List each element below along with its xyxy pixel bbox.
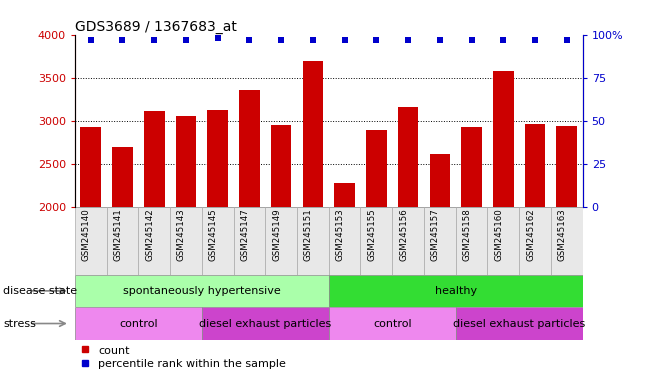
Point [371, 36, 381, 43]
Bar [144, 111, 165, 380]
Bar [170, 207, 202, 275]
Text: GDS3689 / 1367683_at: GDS3689 / 1367683_at [75, 20, 237, 33]
Text: disease state: disease state [3, 286, 77, 296]
Point [530, 36, 540, 43]
Text: GSM245140: GSM245140 [82, 209, 90, 262]
Bar [112, 147, 133, 380]
Bar [456, 207, 488, 275]
Bar [234, 207, 266, 275]
Bar [75, 207, 107, 275]
Bar [551, 207, 583, 275]
Bar [107, 207, 138, 275]
Text: spontaneously hypertensive: spontaneously hypertensive [123, 286, 281, 296]
Bar [329, 207, 361, 275]
Point [435, 36, 445, 43]
Bar [297, 207, 329, 275]
Bar [392, 207, 424, 275]
Text: GSM245156: GSM245156 [399, 209, 408, 262]
Bar [361, 207, 392, 275]
Text: GSM245163: GSM245163 [558, 209, 567, 262]
Bar [462, 127, 482, 380]
Text: diesel exhaust particles: diesel exhaust particles [453, 318, 585, 329]
Point [403, 36, 413, 43]
Text: GSM245149: GSM245149 [272, 209, 281, 262]
Point [85, 36, 96, 43]
Bar [366, 129, 387, 380]
Bar [329, 307, 456, 340]
Bar [329, 275, 583, 307]
Bar [202, 307, 329, 340]
Bar [202, 207, 234, 275]
Bar [557, 126, 577, 380]
Text: GSM245153: GSM245153 [336, 209, 344, 262]
Point [466, 36, 477, 43]
Point [117, 36, 128, 43]
Point [339, 36, 350, 43]
Text: healthy: healthy [435, 286, 477, 296]
Text: GSM245151: GSM245151 [304, 209, 313, 262]
Text: GSM245142: GSM245142 [145, 209, 154, 262]
Bar [335, 183, 355, 380]
Text: GSM245162: GSM245162 [526, 209, 535, 262]
Point [276, 36, 286, 43]
Bar [519, 207, 551, 275]
Legend: count, percentile rank within the sample: count, percentile rank within the sample [81, 345, 286, 369]
Text: GSM245158: GSM245158 [463, 209, 471, 262]
Bar [271, 125, 292, 380]
Bar [424, 207, 456, 275]
Bar [430, 154, 450, 380]
Text: diesel exhaust particles: diesel exhaust particles [199, 318, 331, 329]
Bar [303, 61, 323, 380]
Point [498, 36, 508, 43]
Bar [81, 127, 101, 380]
Point [212, 35, 223, 41]
Text: GSM245160: GSM245160 [494, 209, 503, 262]
Text: GSM245147: GSM245147 [240, 209, 249, 262]
Point [181, 36, 191, 43]
Bar [75, 307, 202, 340]
Text: GSM245143: GSM245143 [177, 209, 186, 262]
Bar [239, 90, 260, 380]
Bar [456, 307, 583, 340]
Bar [266, 207, 297, 275]
Text: control: control [119, 318, 158, 329]
Bar [525, 124, 546, 380]
Bar [208, 110, 228, 380]
Text: GSM245155: GSM245155 [367, 209, 376, 262]
Text: GSM245145: GSM245145 [209, 209, 217, 262]
Text: GSM245141: GSM245141 [113, 209, 122, 262]
Point [562, 36, 572, 43]
Bar [139, 207, 170, 275]
Point [149, 36, 159, 43]
Bar [75, 275, 329, 307]
Bar [398, 107, 419, 380]
Bar [176, 116, 196, 380]
Point [244, 36, 255, 43]
Point [308, 36, 318, 43]
Bar [493, 71, 514, 380]
Bar [488, 207, 519, 275]
Text: stress: stress [3, 318, 36, 329]
Text: GSM245157: GSM245157 [431, 209, 440, 262]
Text: control: control [373, 318, 411, 329]
